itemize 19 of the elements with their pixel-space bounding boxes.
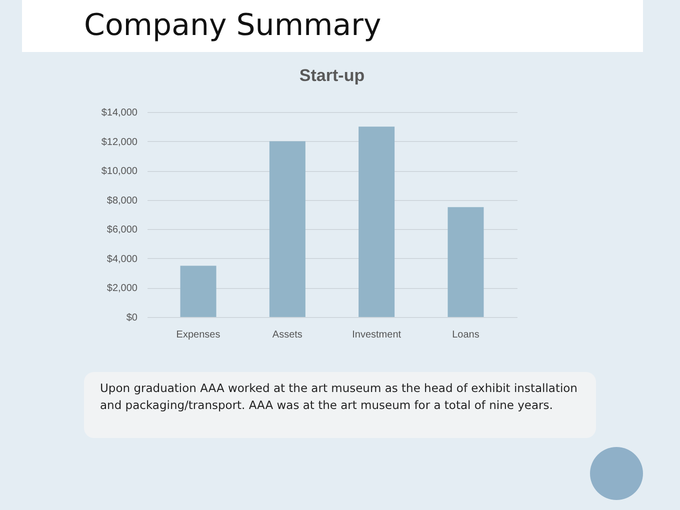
y-tick-label: $4,000 — [106, 254, 138, 265]
y-tick-label: $0 — [126, 312, 138, 324]
x-tick-label: Expenses — [176, 330, 220, 340]
y-tick-label: $2,000 — [106, 283, 138, 294]
chart-title: Company Summary — [84, 8, 382, 43]
bar — [269, 141, 306, 317]
chart-subtitle: Start-up — [299, 66, 365, 85]
y-tick-label: $8,000 — [106, 195, 138, 206]
y-tick-label: $6,000 — [106, 224, 138, 236]
y-tick-label: $12,000 — [101, 136, 138, 148]
bar — [358, 126, 395, 317]
bar — [180, 266, 216, 317]
bar — [448, 207, 484, 317]
x-tick-label: Loans — [452, 330, 480, 340]
x-tick-label: Investment — [352, 330, 402, 340]
y-tick-label: $14,000 — [101, 108, 138, 118]
x-tick-label: Assets — [272, 330, 302, 340]
text: Upon graduation AAA worked at the art museum as the head of exhibit installation and packaging/transport. AAA was at the art museum for a total of nine years. — [84, 372, 596, 438]
y-tick-label: $10,000 — [101, 166, 138, 178]
